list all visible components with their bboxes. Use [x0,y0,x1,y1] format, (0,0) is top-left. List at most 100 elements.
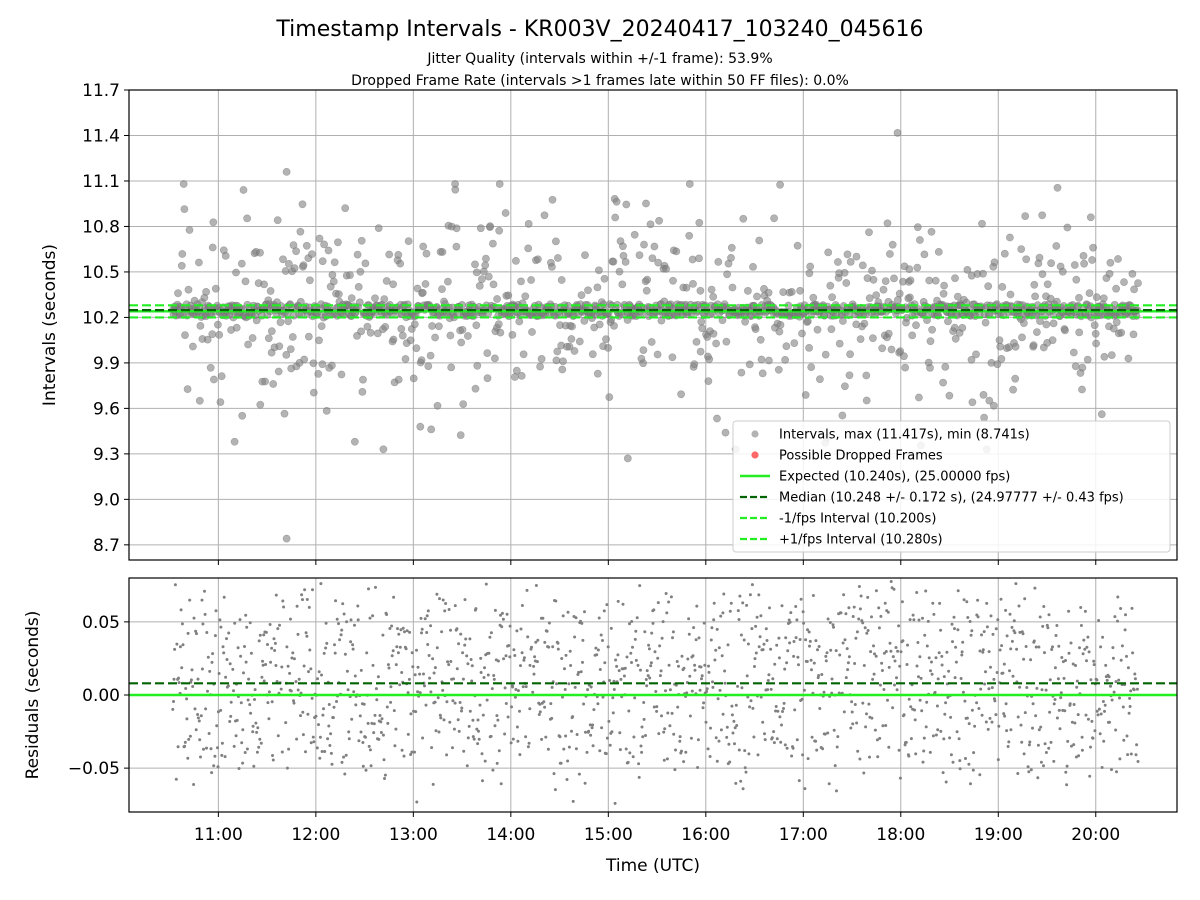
residual-point [583,781,587,785]
residual-point [476,742,480,746]
residual-point [455,627,459,631]
interval-point [397,324,406,333]
residual-point [575,733,579,736]
residual-point [824,659,828,663]
residual-point [753,665,756,668]
residual-point [615,664,619,668]
residual-point [628,751,632,755]
residual-point [914,752,918,756]
residual-point [596,648,600,652]
interval-point [714,257,723,266]
residual-point [1027,743,1031,747]
residual-point [426,643,430,646]
interval-point [385,250,394,259]
residual-point [887,745,891,749]
residual-point [803,787,807,791]
residual-point [737,618,741,621]
intervals-y-tick-label: 9.0 [93,490,120,510]
interval-point [286,345,295,353]
residual-point [374,585,377,589]
residual-point [274,664,278,667]
residual-point [749,699,753,703]
interval-point [860,319,869,328]
residual-point [1088,774,1092,778]
residual-point [437,730,441,734]
residual-point [1130,606,1134,610]
residual-point [320,673,323,677]
residual-point [654,690,658,693]
residual-point [740,686,744,690]
residual-point [702,621,706,625]
residual-point [922,736,926,740]
residual-point [934,656,938,660]
residual-point [304,750,307,754]
interval-point [615,267,624,276]
residual-point [707,670,711,674]
residual-point [281,599,285,603]
interval-point [174,289,182,298]
residual-point [1066,739,1070,743]
residual-point [297,677,301,681]
residual-point [1027,770,1031,774]
residual-point [961,690,965,694]
residual-point [241,761,245,765]
residual-point [773,662,777,666]
residual-point [721,712,725,716]
residual-point [282,605,286,609]
residual-point [809,658,813,662]
residual-point [449,660,453,663]
residual-point [965,716,969,720]
residual-point [634,658,638,662]
residual-point [1099,712,1103,716]
interval-point [398,331,407,340]
residual-point [688,674,692,678]
interval-point [682,283,691,292]
residual-point [586,688,590,692]
residual-point [637,762,641,766]
residual-point [949,753,953,757]
interval-point [314,369,323,378]
interval-point [838,411,847,420]
residual-point [318,735,322,739]
residual-point [874,654,878,658]
residual-point [552,772,556,776]
interval-point [690,360,699,369]
interval-point [396,259,405,268]
interval-point [978,219,986,228]
interval-point [280,409,289,418]
residual-point [192,783,196,786]
residual-point [824,654,828,658]
residual-point [897,748,901,752]
residual-point [817,674,821,677]
residual-point [630,661,633,664]
residual-point [440,630,444,634]
residual-point [175,642,179,646]
residual-point [603,661,607,665]
residual-point [864,725,868,729]
interval-point [824,248,833,257]
residual-point [873,652,876,656]
residual-point [828,621,832,624]
residual-point [648,676,652,680]
residual-point [743,766,747,770]
interval-point [517,371,526,380]
residual-point [770,736,774,740]
interval-point [895,289,904,298]
residual-point [496,718,500,722]
residual-point [930,672,934,676]
residual-point [668,688,672,692]
residual-point [1111,646,1115,650]
interval-point [698,324,707,333]
residual-point [611,711,615,715]
residual-point [1110,768,1113,772]
residual-point [560,657,564,660]
interval-point [639,346,648,354]
residual-point [759,695,763,699]
residual-point [199,755,202,759]
residual-point [588,723,592,727]
residual-point [861,621,865,625]
residual-point [792,640,796,643]
residual-point [218,618,222,622]
residual-point [266,643,269,646]
residual-point [942,737,946,741]
